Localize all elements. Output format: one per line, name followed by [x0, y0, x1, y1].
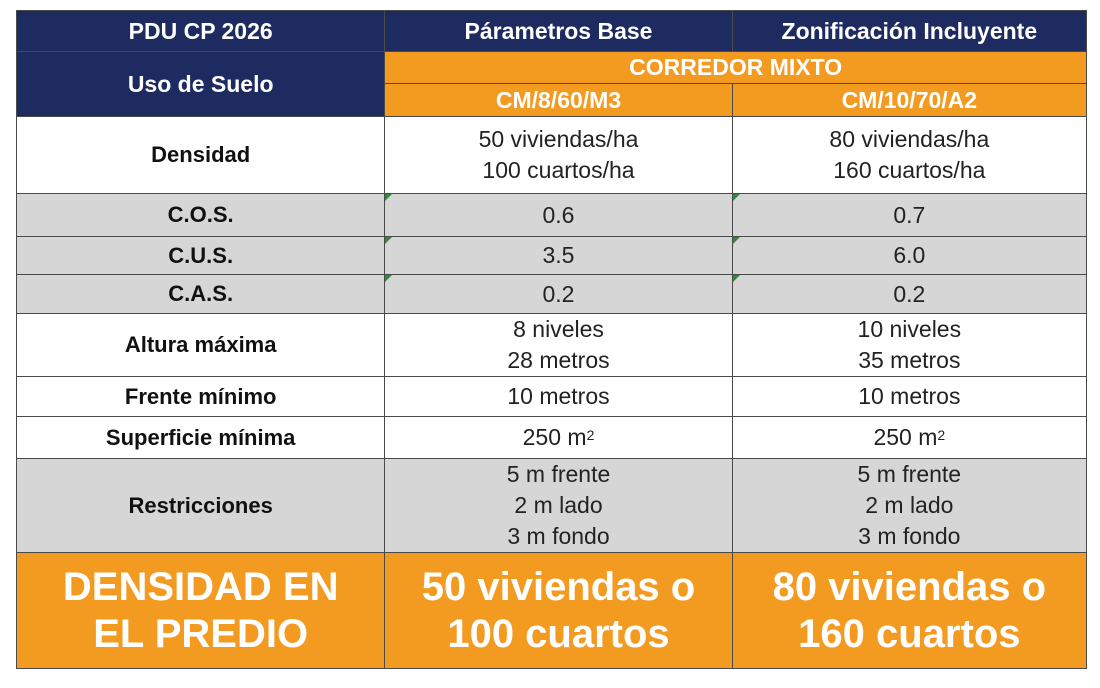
- code-inclusive: CM/10/70/A2: [731, 83, 1088, 117]
- row-label: Densidad: [15, 116, 386, 194]
- corridor-row: Uso de Suelo CORREDOR MIXTO: [15, 51, 1087, 117]
- header-pdu: PDU CP 2026: [15, 10, 386, 52]
- table-row: Restricciones 5 m frente 2 m lado 3 m fond…: [15, 458, 1088, 553]
- unit-superscript: 2: [586, 427, 595, 443]
- table-row: Frente mínimo 10 metros 10 metros: [15, 376, 1088, 417]
- header-inclusive-zoning: Zonificación Incluyente: [731, 10, 1088, 52]
- row-label: C.O.S.: [15, 193, 386, 237]
- code-row: CM/8/60/M3 CM/10/70/A2: [17, 83, 1088, 117]
- row-label: Restricciones: [15, 458, 386, 553]
- unit-superscript: 2: [937, 427, 946, 443]
- table-row: Densidad 50 viviendas/ha 100 cuartos/ha 8…: [15, 116, 1088, 194]
- base-value: 250 m2: [384, 416, 733, 459]
- inclusive-value: 250 m2: [731, 416, 1088, 459]
- base-value: 0.2: [384, 274, 733, 314]
- corridor-heading: CORREDOR MIXTO: [384, 51, 1087, 84]
- code-base: CM/8/60/M3: [384, 83, 733, 117]
- base-value: 50 viviendas/ha 100 cuartos/ha: [384, 116, 733, 194]
- inclusive-value: 5 m frente 2 m lado 3 m fondo: [731, 458, 1088, 553]
- zoning-comparison-table: PDU CP 2026 Párametros Base Zonificación…: [15, 10, 1088, 669]
- header-row: PDU CP 2026 Párametros Base Zonificación…: [15, 10, 1088, 52]
- inclusive-value: 0.7: [731, 193, 1088, 237]
- base-value: 3.5: [384, 236, 733, 275]
- table-row: C.O.S. 0.6 0.7: [15, 193, 1088, 237]
- base-value: 0.6: [384, 193, 733, 237]
- base-value: 8 niveles 28 metros: [384, 313, 733, 377]
- table-row: Superficie mínima 250 m2 250 m2: [15, 416, 1088, 459]
- inclusive-value: 6.0: [731, 236, 1088, 275]
- inclusive-value: 10 metros: [731, 376, 1088, 417]
- inclusive-value: 0.2: [731, 274, 1088, 314]
- table-row: Altura máxima 8 niveles 28 metros 10 nive…: [15, 313, 1088, 377]
- table-row: C.A.S. 0.2 0.2: [15, 274, 1088, 314]
- footer-base: 50 viviendas o 100 cuartos: [384, 552, 733, 669]
- row-label: Frente mínimo: [15, 376, 386, 417]
- row-label: C.A.S.: [15, 274, 386, 314]
- footer-row: DENSIDAD EN EL PREDIO 50 viviendas o 100 c…: [15, 552, 1088, 669]
- header-base-params: Párametros Base: [384, 10, 733, 52]
- inclusive-value: 80 viviendas/ha 160 cuartos/ha: [731, 116, 1088, 194]
- footer-inclusive: 80 viviendas o 160 cuartos: [731, 552, 1088, 669]
- zoning-comparison-table-wrapper: PDU CP 2026 Párametros Base Zonificación…: [15, 10, 1088, 669]
- table-row: C.U.S. 3.5 6.0: [15, 236, 1088, 275]
- row-label: Altura máxima: [15, 313, 386, 377]
- inclusive-value: 10 niveles 35 metros: [731, 313, 1088, 377]
- footer-label: DENSIDAD EN EL PREDIO: [15, 552, 386, 669]
- base-value: 5 m frente 2 m lado 3 m fondo: [384, 458, 733, 553]
- land-use-heading: Uso de Suelo: [15, 51, 386, 117]
- row-label: Superficie mínima: [15, 416, 386, 459]
- base-value: 10 metros: [384, 376, 733, 417]
- row-label: C.U.S.: [15, 236, 386, 275]
